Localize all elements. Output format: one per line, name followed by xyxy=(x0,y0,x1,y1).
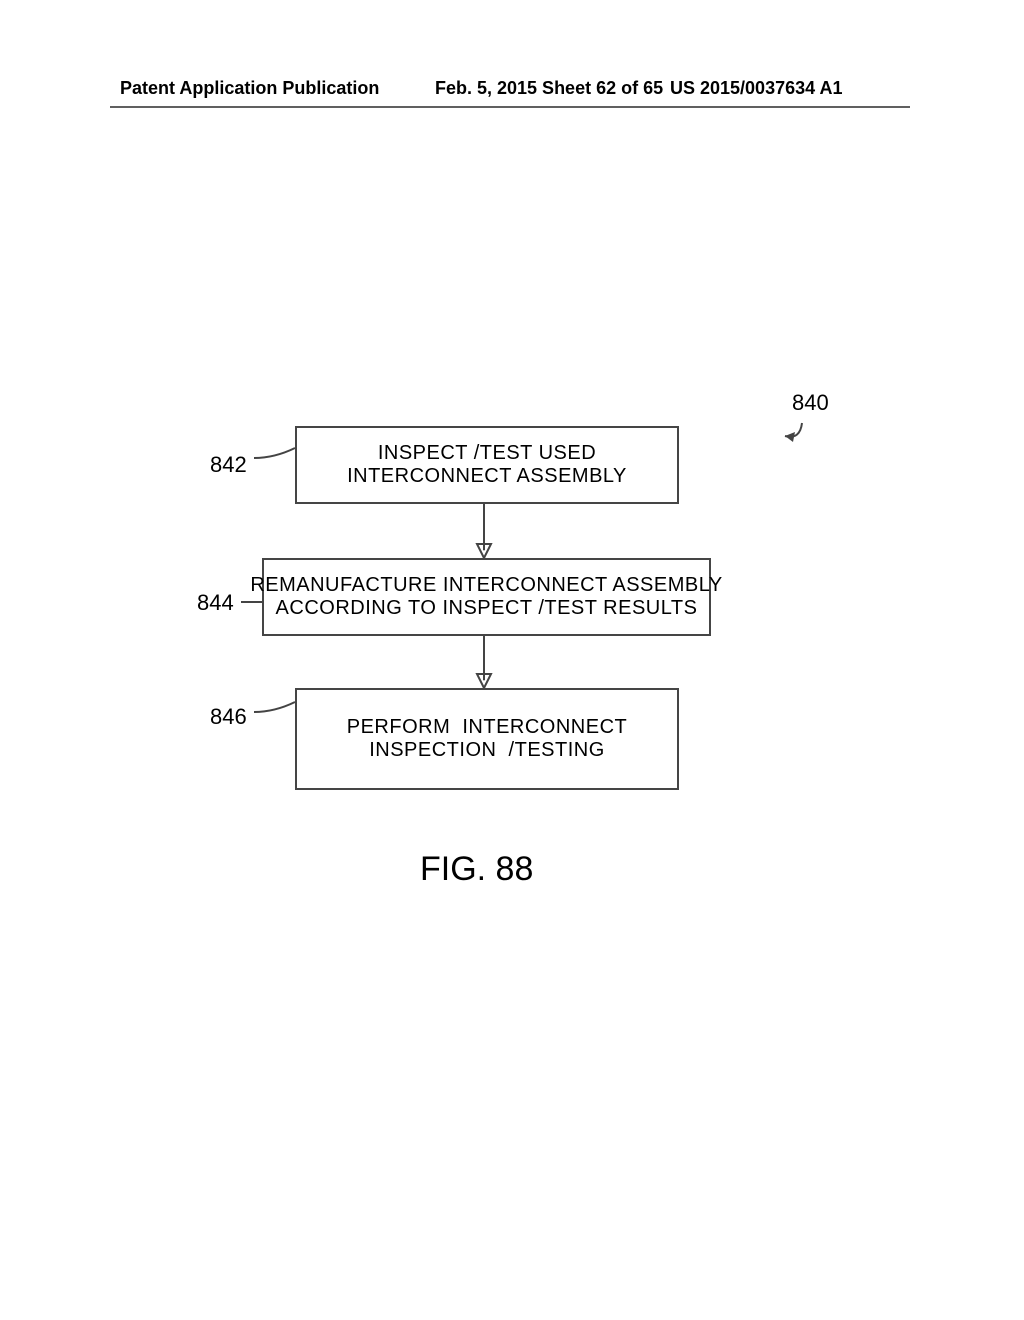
node-label-842: 842 xyxy=(210,452,247,478)
node-label-846: 846 xyxy=(210,704,247,730)
flow-node-842: INSPECT /TEST USEDINTERCONNECT ASSEMBLY xyxy=(295,426,679,504)
flow-node-text: REMANUFACTURE INTERCONNECT ASSEMBLY xyxy=(250,574,722,597)
flowchart-svg xyxy=(0,0,1024,1320)
flow-node-text: INSPECTION /TESTING xyxy=(369,739,605,762)
flow-node-text: PERFORM INTERCONNECT xyxy=(347,716,628,739)
flow-node-846: PERFORM INTERCONNECTINSPECTION /TESTING xyxy=(295,688,679,790)
node-label-844: 844 xyxy=(197,590,234,616)
figure-caption: FIG. 88 xyxy=(420,850,533,889)
flow-node-844: REMANUFACTURE INTERCONNECT ASSEMBLYACCOR… xyxy=(262,558,711,636)
flow-node-text: INSPECT /TEST USED xyxy=(378,442,596,465)
page: Patent Application Publication Feb. 5, 2… xyxy=(0,0,1024,1320)
flowchart: 840 INSPECT /TEST USEDINTERCONNECT ASSEMB… xyxy=(0,0,1024,1320)
flow-node-text: INTERCONNECT ASSEMBLY xyxy=(347,465,627,488)
ref-label-840: 840 xyxy=(792,390,829,416)
flow-node-text: ACCORDING TO INSPECT /TEST RESULTS xyxy=(276,597,698,620)
